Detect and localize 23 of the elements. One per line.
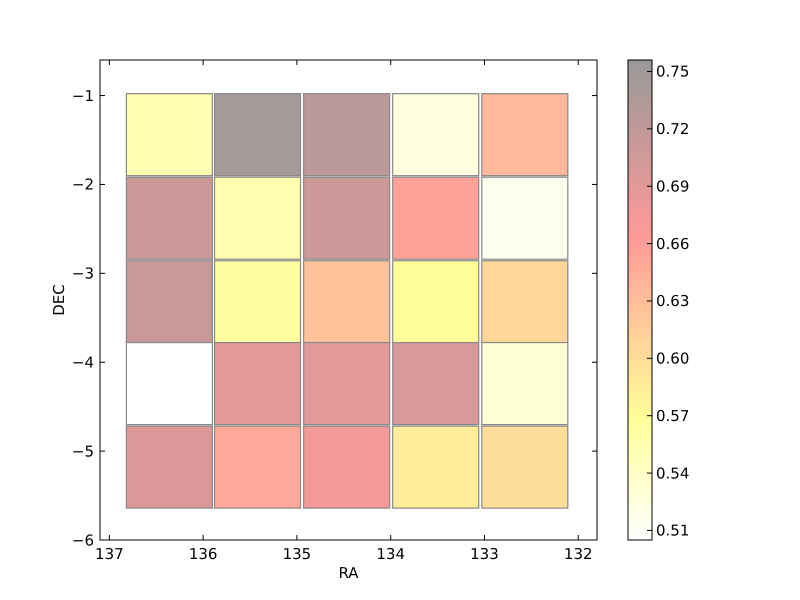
x-tick-label: 133 — [470, 545, 499, 563]
x-tick-label: 132 — [564, 545, 593, 563]
x-tick-label: 135 — [282, 545, 312, 563]
y-tick-label: −6 — [72, 531, 94, 550]
color-bar-label: 0.72 — [656, 120, 690, 138]
x-tick-label: 137 — [95, 545, 124, 563]
y-tick-label: −5 — [72, 442, 94, 460]
color-bar-label: 0.51 — [656, 522, 690, 540]
x-axis-title: RA — [338, 564, 360, 582]
color-bar-label: 0.54 — [656, 464, 690, 482]
color-bar-label: 0.75 — [656, 62, 690, 81]
color-bar-label: 0.63 — [656, 292, 690, 310]
x-tick-label: 136 — [188, 545, 218, 563]
color-bar-label: 0.66 — [656, 234, 690, 253]
x-tick-label: 134 — [376, 545, 406, 563]
y-tick-label: −1 — [72, 86, 94, 105]
color-bar-label: 0.60 — [656, 350, 690, 368]
color-bar-label: 0.57 — [656, 406, 690, 425]
y-tick-label: −2 — [72, 176, 94, 194]
y-tick-label: −3 — [72, 264, 94, 283]
y-axis-title: DEC — [50, 284, 68, 316]
color-bar-label: 0.69 — [656, 177, 690, 196]
y-tick-label: −4 — [72, 353, 94, 372]
